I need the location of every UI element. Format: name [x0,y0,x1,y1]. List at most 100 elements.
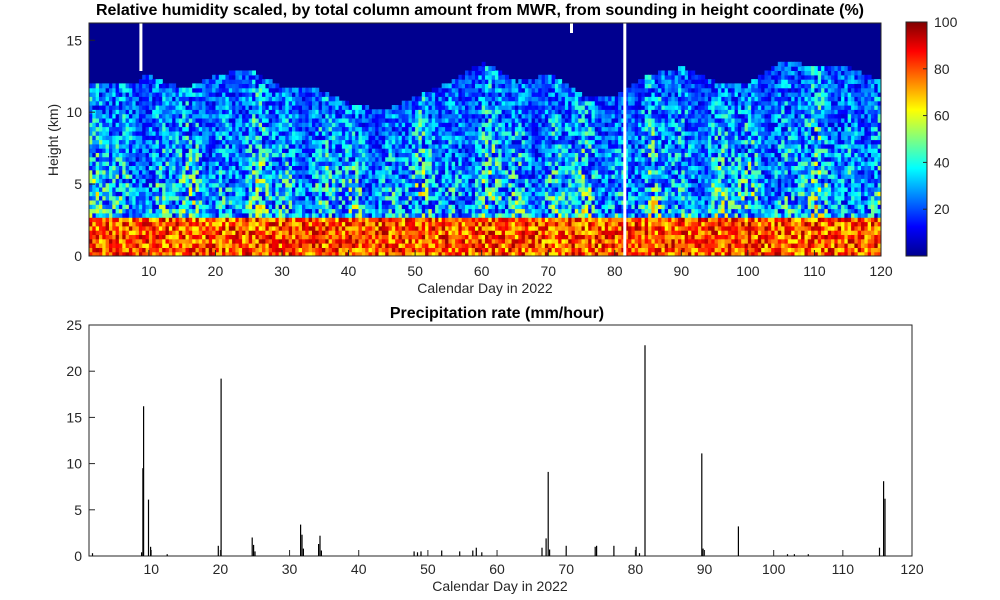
heatmap-cell [222,199,226,205]
heatmap-cell [215,92,220,97]
heatmap-cell [338,143,343,149]
heatmap-cell [438,195,443,201]
heatmap-cell [455,92,459,97]
heatmap-cell [115,109,120,115]
heatmap-cell [275,169,280,175]
heatmap-cell [391,161,396,166]
heatmap-cell [485,169,489,175]
heatmap-cell [441,117,446,123]
heatmap-cell [505,117,509,123]
heatmap-cell [441,195,446,201]
heatmap-cell [335,117,340,123]
heatmap-cell [415,126,419,132]
heatmap-cell [441,174,446,179]
heatmap-cell [448,135,453,141]
heatmap-cell [468,143,473,149]
heatmap-cell [135,169,140,175]
heatmap-cell [475,243,479,248]
heatmap-cell [235,191,240,197]
heatmap-cell [125,234,130,240]
heatmap-cell [385,139,390,145]
heatmap-title: Relative humidity scaled, by total colum… [96,2,864,19]
heatmap-cell [298,152,303,158]
heatmap-cell [275,156,280,162]
heatmap-cell [275,117,280,123]
heatmap-cell [242,204,246,210]
heatmap-cell [138,126,143,132]
heatmap-cell [401,105,406,110]
heatmap-cell [438,225,443,231]
heatmap-cell [485,204,489,210]
heatmap-cell [408,195,413,201]
heatmap-cell [182,212,187,218]
heatmap-cell [365,217,370,223]
heatmap-cell [238,96,243,102]
heatmap-cell [371,165,376,171]
heatmap-cell [438,187,443,192]
heatmap-cell [245,182,250,188]
heatmap-cell [415,109,419,115]
heatmap-cell [112,230,117,235]
heatmap-cell [481,130,486,136]
heatmap-cell [218,152,223,158]
heatmap-cell [488,92,493,97]
heatmap-cell [471,92,476,97]
heatmap-cell [428,130,433,136]
heatmap-cell [321,182,326,188]
heatmap-cell [351,109,356,115]
heatmap-cell [178,113,183,119]
heatmap-cell [202,148,206,153]
heatmap-cell [445,105,449,110]
heatmap-cell [178,100,183,106]
heatmap-cell [455,169,459,175]
heatmap-cell [215,230,220,235]
heatmap-cell [89,174,93,179]
heatmap-cell [95,122,100,128]
heatmap-cell [318,109,323,115]
heatmap-cell [292,139,296,145]
heatmap-cell [175,234,180,240]
heatmap-cell [321,113,326,119]
heatmap-cell [92,195,97,201]
heatmap-cell [428,135,433,141]
heatmap-cell [385,178,390,184]
heatmap-cell [208,217,213,223]
heatmap-cell [168,148,173,153]
heatmap-cell [192,100,197,106]
heatmap-cell [185,251,190,256]
heatmap-cell [192,169,197,175]
heatmap-cell [391,143,396,149]
heatmap-cell [488,204,493,210]
heatmap-cell [292,225,296,231]
heatmap-cell [205,165,210,171]
heatmap-cell [282,156,286,162]
heatmap-cell [192,148,197,153]
heatmap-cell [478,169,483,175]
heatmap-cell [485,148,489,153]
heatmap-cell [328,139,333,145]
heatmap-cell [401,204,406,210]
heatmap-cell [122,208,127,214]
heatmap-cell [185,225,190,231]
heatmap-cell [215,87,220,93]
heatmap-cell [138,83,143,89]
heatmap-cell [475,113,479,119]
heatmap-cell [228,109,233,115]
heatmap-cell [371,208,376,214]
heatmap-cell [488,105,493,110]
heatmap-cell [225,178,230,184]
heatmap-cell [335,143,340,149]
heatmap-cell [292,191,296,197]
heatmap-cell [172,135,177,141]
heatmap-cell [105,174,110,179]
heatmap-cell [471,238,476,244]
heatmap-cell [142,96,147,102]
heatmap-cell [242,122,246,128]
heatmap-cell [341,243,346,248]
heatmap-cell [408,217,413,223]
heatmap-cell [435,161,439,166]
heatmap-cell [478,174,483,179]
heatmap-cell [262,126,266,132]
heatmap-cell [345,191,350,197]
heatmap-cell [405,113,409,119]
